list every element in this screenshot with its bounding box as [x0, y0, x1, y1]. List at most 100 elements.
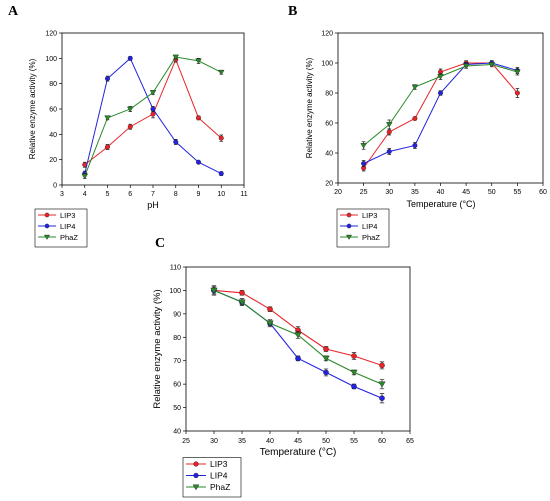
panel-a-x-tick-label: 9 — [197, 191, 201, 198]
panel-c-lip3-point — [323, 346, 329, 352]
panel-c-lip3-point — [379, 362, 385, 369]
panel-c-y-ticks: 40 50 60 70 80 90 100 110 — [169, 265, 186, 436]
panel-c-x-tick-label: 35 — [238, 438, 246, 445]
panel-b-y-ticks: 20 40 60 80 100 120 — [321, 31, 338, 188]
panel-c-x-tick-label: 60 — [378, 438, 386, 445]
panel-b-lip3-point — [514, 90, 520, 96]
panel-a: A 3 4 5 6 7 8 9 10 11 0 20 40 60 80 100 120 pH Relativ… — [8, 4, 248, 248]
panel-a-lip3-point — [195, 115, 201, 121]
panel-a-y-tick-label: 60 — [49, 107, 57, 114]
panel-b-lip4-point — [361, 160, 367, 166]
panel-c-legend-lip4-label: LIP4 — [210, 471, 228, 481]
panel-b-letter: B — [288, 4, 297, 19]
panel-c-lip4-point — [379, 395, 385, 402]
panel-c-x-tick-label: 55 — [350, 438, 358, 445]
panel-a-lip3-point — [127, 124, 133, 130]
panel-c-lip4-point — [295, 355, 301, 362]
panel-c-legend-phaz-label: PhaZ — [210, 482, 230, 492]
panel-b-x-tick-label: 45 — [462, 189, 470, 196]
panel-a-x-label: pH — [147, 200, 159, 210]
panel-c-y-label: Relative enzyme activity (%) — [152, 289, 163, 408]
panel-b-x-tick-label: 60 — [539, 189, 547, 196]
panel-c-x-ticks: 25 30 35 40 45 50 55 60 65 — [182, 431, 414, 445]
panel-b-lip4-point — [438, 90, 444, 96]
panel-a-legend-phaz-label: PhaZ — [60, 233, 78, 242]
panel-c-legend-lip3-marker — [193, 461, 199, 467]
panel-c: C 25 30 35 40 45 50 55 60 65 405060708090100110 … — [152, 236, 414, 498]
panel-a-phaz-point — [127, 106, 134, 113]
panel-a-legend-lip3-marker — [44, 212, 50, 218]
panel-b-legend-lip4-label: LIP4 — [362, 222, 377, 231]
panel-c-y-tick-label: 100 — [169, 288, 181, 295]
panel-b-y-tick-label: 100 — [321, 61, 333, 68]
panel-a-y-tick-label: 80 — [49, 81, 57, 88]
panel-a-series — [81, 54, 225, 180]
panel-b-x-tick-label: 55 — [513, 189, 521, 196]
panel-c-x-tick-label: 30 — [210, 438, 218, 445]
panel-c-lip3-point — [239, 289, 245, 296]
panel-b-phaz-point — [360, 143, 367, 149]
panel-a-legend-lip3-label: LIP3 — [60, 211, 75, 220]
panel-a-y-tick-label: 40 — [49, 132, 57, 139]
panel-a-x-tick-label: 3 — [60, 191, 64, 198]
panel-b-phaz-point — [462, 63, 470, 70]
panel-b-y-tick-label: 120 — [321, 31, 333, 38]
panel-c-phaz-point — [378, 381, 386, 388]
panel-b-phaz-point — [386, 122, 393, 128]
panel-c-y-tick-label: 80 — [173, 335, 181, 342]
panel-b-x-tick-label: 50 — [488, 189, 496, 196]
panel-c-x-tick-label: 40 — [266, 438, 274, 445]
panel-a-legend-lip4-label: LIP4 — [60, 222, 75, 231]
panel-a-phaz-point — [172, 54, 179, 61]
panel-a-y-tick-label: 120 — [45, 31, 57, 38]
panel-a-lip3-point — [218, 135, 224, 141]
panel-b-y-label: Relative enzyme activity (%) — [305, 57, 314, 158]
panel-b-x-tick-label: 35 — [411, 189, 419, 196]
panel-a-letter: A — [8, 4, 19, 19]
panel-a-lip4-point — [173, 139, 179, 145]
panel-b-legend-phaz-marker — [346, 234, 352, 240]
panel-c-x-label: Temperature (°C) — [260, 447, 337, 458]
panel-c-phaz-point — [350, 369, 358, 376]
panel-c-phaz-point — [322, 355, 330, 362]
panel-c-y-tick-label: 110 — [170, 265, 181, 272]
panel-a-legend: LIP3 LIP4 PhaZ — [34, 208, 88, 248]
panel-c-phaz-point — [210, 287, 218, 294]
panel-c-x-tick-label: 50 — [322, 438, 330, 445]
panel-a-lip3-point — [104, 144, 110, 150]
panel-b-x-tick-label: 25 — [360, 189, 368, 196]
panel-c-x-tick-label: 45 — [294, 438, 302, 445]
panel-a-phaz-point — [81, 173, 88, 180]
panel-a-phaz-point — [195, 58, 202, 64]
panel-c-y-tick-label: 50 — [173, 405, 181, 412]
panel-c-lip3-point — [351, 353, 357, 359]
panel-a-x-ticks: 3 4 5 6 7 8 9 10 11 — [60, 185, 248, 198]
panel-b-y-tick-label: 20 — [325, 181, 333, 188]
panel-a-y-label: Relative enzyme activity (%) — [28, 58, 37, 159]
panel-a-x-tick-label: 8 — [174, 191, 178, 198]
panel-b-legend-phaz-label: PhaZ — [362, 233, 380, 242]
panel-a-y-tick-label: 20 — [49, 157, 57, 164]
panel-b-y-tick-label: 60 — [325, 121, 333, 128]
panel-b-phaz-point — [411, 84, 419, 91]
panel-c-y-tick-label: 90 — [173, 311, 181, 318]
panel-b-lip3-point — [412, 115, 418, 121]
panel-a-legend-lip4-marker — [44, 223, 50, 229]
panel-c-frame — [185, 266, 411, 432]
panel-a-legend-phaz-marker — [44, 234, 50, 240]
panel-b-phaz-point — [437, 74, 444, 80]
panel-a-x-tick-label: 10 — [217, 191, 225, 198]
panel-a-lip4-point — [218, 171, 224, 177]
panel-a-y-tick-label: 0 — [53, 183, 57, 190]
panel-a-lip4-point — [104, 76, 110, 82]
panel-a-x-tick-label: 5 — [106, 191, 110, 198]
panel-c-series — [210, 285, 386, 404]
panel-c-y-tick-label: 40 — [173, 429, 181, 436]
panel-b-lip4-point — [386, 148, 392, 154]
panel-c-lip4-point — [323, 369, 329, 376]
panel-a-lip4-point — [127, 55, 133, 61]
panel-a-y-ticks: 0 20 40 60 80 100 120 — [45, 31, 62, 190]
panel-b: B 20 25 30 35 40 45 50 55 60 20 40 60 80 100 120 Temp… — [288, 4, 547, 248]
panel-c-lip4-line — [213, 289, 383, 399]
